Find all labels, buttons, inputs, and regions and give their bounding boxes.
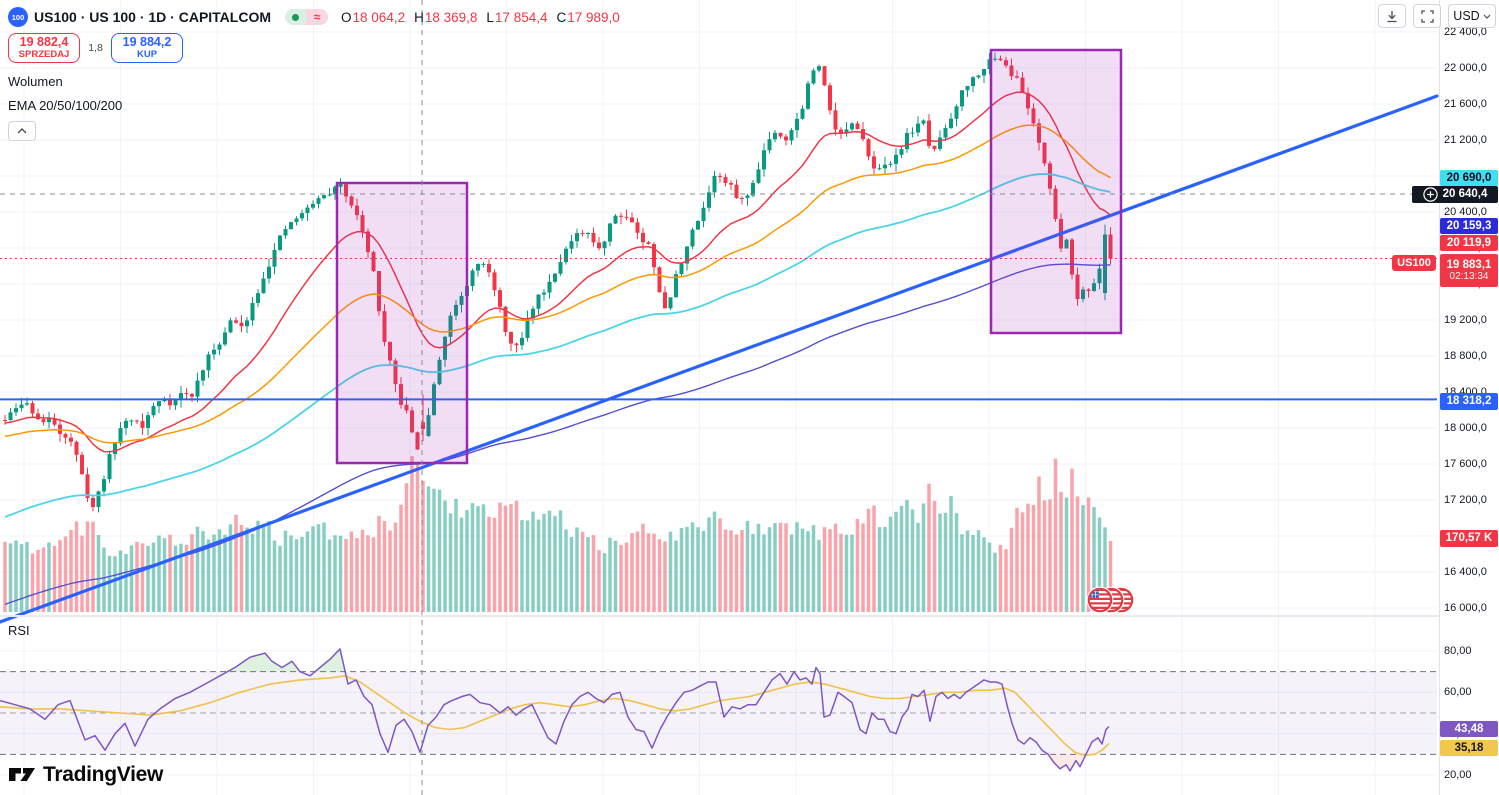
volume-indicator-legend[interactable]: Wolumen: [8, 74, 63, 89]
ohlc-readout: O 18 064,2 H 18 369,8 L 17 854,4 C 17 989,0: [341, 10, 620, 25]
open-value: 18 064,2: [352, 9, 406, 25]
price-tick: 20 800,0: [1444, 170, 1487, 182]
price-tick: 18 400,0: [1444, 386, 1487, 398]
buy-label: KUP: [136, 48, 158, 60]
price-tick: 18 000,0: [1444, 422, 1487, 434]
price-axis[interactable]: 22 400,0 22 000,0 21 600,0 21 200,0 20 800,0…: [1440, 0, 1499, 795]
tradingview-logo-icon: [9, 768, 35, 781]
approx-data-icon: ≈: [306, 9, 329, 25]
market-open-icon: [285, 9, 307, 25]
fullscreen-button[interactable]: [1413, 4, 1441, 28]
price-tick: 20 000,0: [1444, 242, 1487, 254]
price-tick: 16 000,0: [1444, 602, 1487, 614]
high-value: 18 369,8: [424, 9, 478, 25]
rsi-tick: 80,00: [1444, 645, 1472, 657]
price-tick: 17 600,0: [1444, 458, 1487, 470]
download-button[interactable]: [1378, 4, 1406, 28]
price-tick: 20 400,0: [1444, 206, 1487, 218]
chevron-up-icon: [17, 128, 27, 134]
tradingview-wordmark: TradingView: [43, 763, 164, 786]
rsi-line: [0, 648, 1110, 772]
market-status-badge[interactable]: ≈: [285, 9, 329, 25]
price-tick: 16 400,0: [1444, 566, 1487, 578]
download-icon: [1387, 10, 1397, 22]
price-tick: 22 400,0: [1444, 26, 1487, 38]
rsi-tick: 40,00: [1444, 727, 1472, 740]
panel-divider[interactable]: [0, 615, 1439, 617]
rsi-indicator-legend[interactable]: RSI: [8, 623, 30, 638]
sell-button[interactable]: 19 882,4 SPRZEDAJ: [8, 33, 80, 63]
chart-legend: 100 US100 · US 100 · 1D · CAPITALCOM ≈ O…: [8, 6, 620, 141]
price-tick: 19 600,0: [1444, 278, 1487, 290]
price-tick: 19 200,0: [1444, 314, 1487, 326]
high-label: H: [414, 9, 424, 25]
low-label: L: [486, 9, 494, 25]
rsi-tick: 60,00: [1444, 686, 1472, 699]
sell-price: 19 882,4: [19, 35, 69, 50]
axis-separator: [1439, 0, 1440, 795]
buy-button[interactable]: 19 884,2 KUP: [111, 33, 183, 63]
price-tick: 21 600,0: [1444, 98, 1487, 110]
price-tick: 17 200,0: [1444, 494, 1487, 506]
fullscreen-icon: [1420, 9, 1434, 23]
price-tick: 22 000,0: [1444, 62, 1487, 74]
price-tick: 21 200,0: [1444, 134, 1487, 146]
open-label: O: [341, 9, 352, 25]
sell-label: SPRZEDAJ: [18, 48, 70, 60]
close-label: C: [556, 9, 567, 25]
spread-value: 1,8: [88, 42, 103, 54]
currency-selector[interactable]: USD: [1448, 4, 1496, 28]
buy-price: 19 884,2: [122, 35, 172, 50]
collapse-legend-button[interactable]: [8, 121, 36, 141]
candlesticks: [3, 52, 1113, 513]
price-tick: 16 800,0: [1444, 530, 1487, 542]
symbol-title[interactable]: US100 · US 100 · 1D · CAPITALCOM: [34, 9, 272, 25]
economic-event-flag-icons[interactable]: [1086, 586, 1135, 614]
tradingview-watermark[interactable]: TradingView: [8, 762, 163, 788]
symbol-logo-icon: 100: [8, 7, 28, 27]
volume-bars: [3, 456, 1113, 612]
chevron-down-icon: [1483, 14, 1491, 19]
close-value: 17 989,0: [567, 9, 620, 25]
currency-value: USD: [1453, 9, 1480, 23]
ema-indicator-legend[interactable]: EMA 20/50/100/200: [8, 98, 123, 113]
symbol-legend-row[interactable]: 100 US100 · US 100 · 1D · CAPITALCOM ≈ O…: [8, 6, 620, 28]
low-value: 17 854,4: [494, 9, 548, 25]
rsi-tick: 20,00: [1444, 769, 1472, 781]
price-tick: 18 800,0: [1444, 350, 1487, 362]
gridlines: [0, 0, 1437, 795]
